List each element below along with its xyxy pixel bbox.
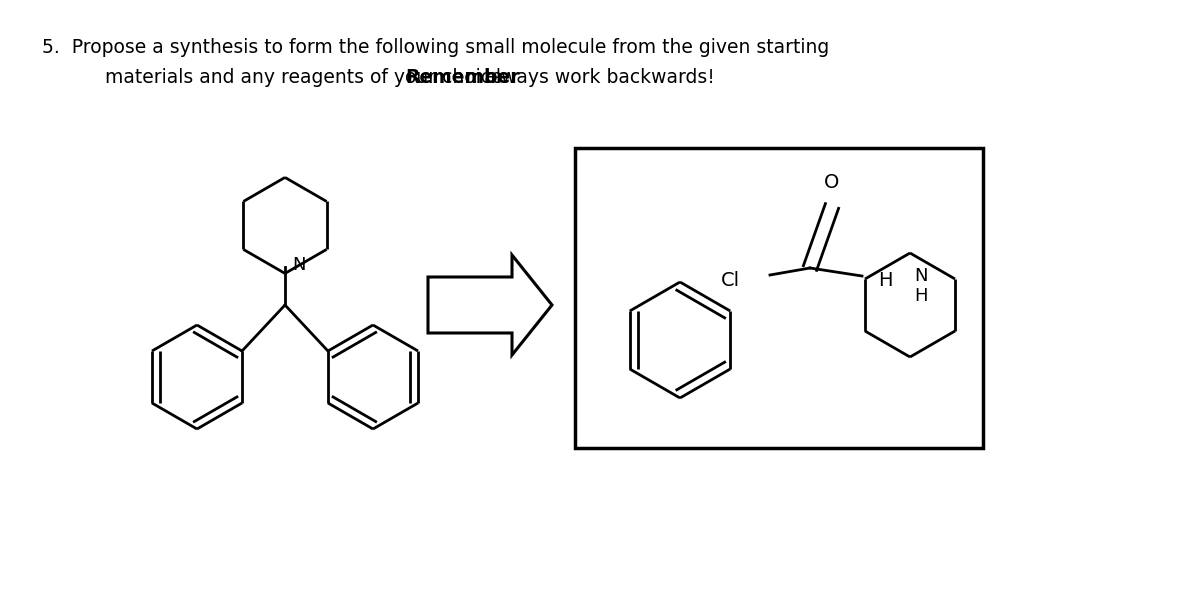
Text: Remember: Remember [406, 68, 520, 87]
Bar [575, 148, 983, 448]
Text: N: N [914, 267, 928, 285]
Text: N: N [292, 256, 306, 274]
Text: Cl: Cl [721, 271, 740, 290]
Text: 5.  Propose a synthesis to form the following small molecule from the given star: 5. Propose a synthesis to form the follo… [42, 38, 829, 57]
Text: H: H [914, 287, 928, 305]
Text: materials and any reagents of your choice.: materials and any reagents of your choic… [106, 68, 515, 87]
Text: O: O [824, 173, 840, 192]
Polygon shape [428, 255, 552, 355]
Text: : always work backwards!: : always work backwards! [472, 68, 715, 87]
Text: H: H [878, 271, 893, 290]
